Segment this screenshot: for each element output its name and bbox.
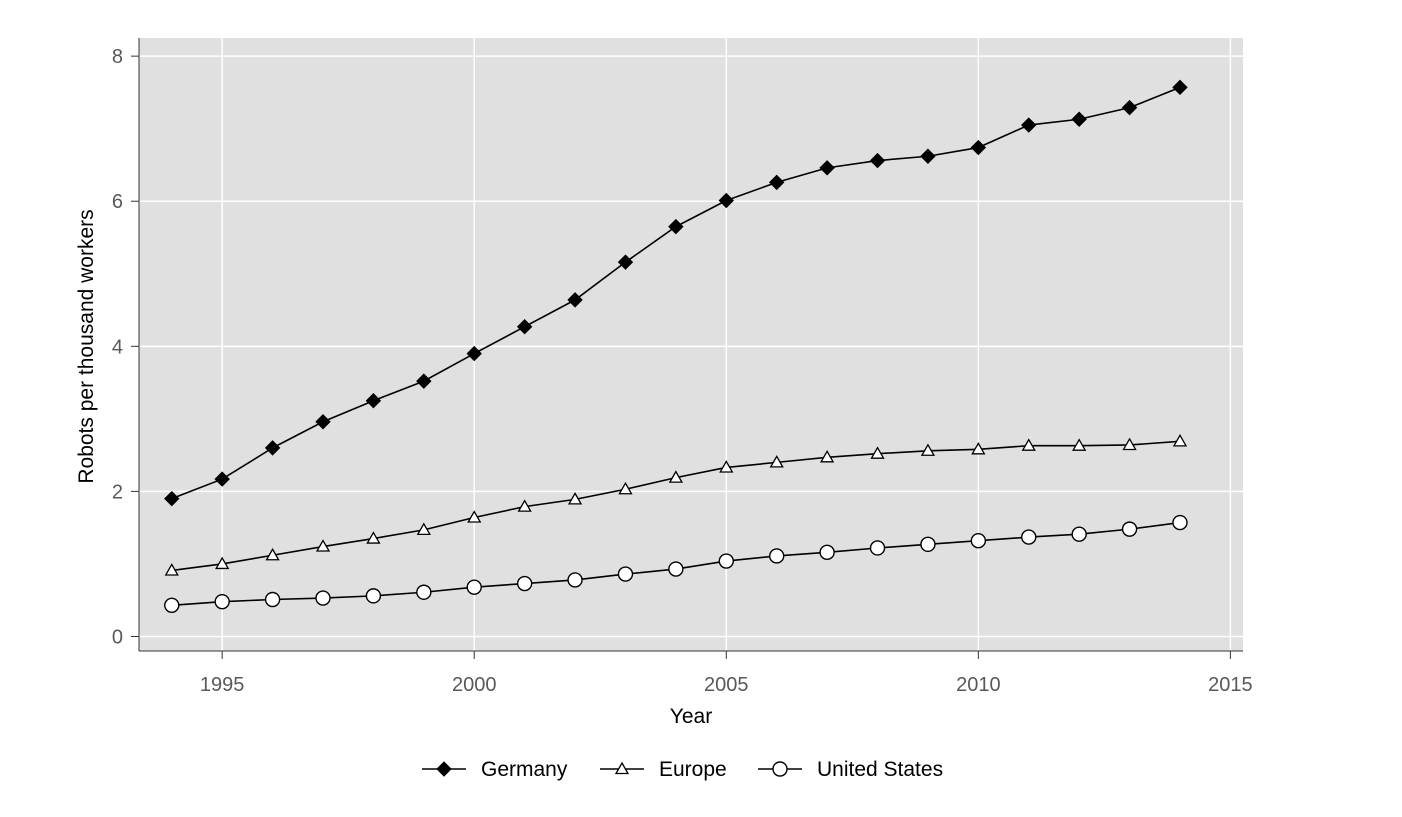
data-point-united-states: [768, 548, 785, 564]
data-point-united-states: [1172, 514, 1188, 531]
series-germany: [164, 79, 1188, 507]
data-point-germany: [567, 292, 583, 308]
data-point-united-states: [416, 584, 432, 600]
data-point-germany: [164, 490, 180, 507]
legend-marker-circle: [772, 761, 788, 777]
data-point-united-states: [819, 544, 835, 561]
data-point-europe: [1172, 434, 1188, 447]
data-point-europe: [467, 510, 482, 523]
data-point-europe: [819, 449, 835, 463]
data-point-europe: [315, 539, 331, 552]
data-point-germany: [668, 218, 684, 235]
data-point-germany: [416, 373, 432, 389]
data-point-united-states: [214, 593, 230, 610]
data-point-germany: [970, 139, 987, 156]
data-point-europe: [920, 443, 936, 456]
data-point-europe: [416, 522, 431, 536]
data-point-united-states: [466, 579, 482, 595]
data-point-united-states: [264, 591, 281, 608]
data-point-germany: [819, 160, 835, 176]
data-point-europe: [265, 547, 280, 561]
data-point-europe: [668, 470, 683, 483]
data-point-europe: [567, 492, 583, 505]
data-point-united-states: [315, 590, 331, 606]
legend-item-europe: Europe: [600, 758, 727, 781]
legend-label: Germany: [481, 758, 568, 781]
data-point-europe: [1122, 437, 1137, 451]
x-tick-label: 1995: [200, 674, 245, 696]
y-tick-label: 2: [112, 481, 123, 503]
legend-marker-triangle: [614, 761, 630, 775]
data-point-united-states: [1021, 529, 1037, 545]
data-point-united-states: [920, 536, 936, 553]
data-point-germany: [768, 174, 785, 191]
data-point-united-states: [1071, 526, 1087, 542]
data-point-united-states: [617, 566, 634, 582]
data-point-united-states: [1121, 521, 1138, 537]
data-point-germany: [718, 192, 734, 209]
y-tick-label: 8: [112, 46, 123, 68]
legend-item-germany: Germany: [422, 758, 568, 781]
data-point-germany: [1021, 117, 1037, 133]
data-point-europe: [1072, 438, 1087, 451]
data-point-germany: [920, 148, 936, 164]
legend-marker-diamond: [436, 761, 452, 777]
data-point-united-states: [567, 572, 583, 588]
legend-item-united-states: United States: [758, 758, 943, 781]
data-point-europe: [215, 556, 230, 570]
data-point-united-states: [365, 588, 382, 604]
data-point-germany: [516, 319, 533, 335]
series-europe: [164, 434, 1188, 576]
y-tick-label: 4: [112, 336, 123, 358]
y-tick-label: 6: [112, 191, 123, 213]
data-point-germany: [1172, 79, 1188, 96]
data-point-united-states: [516, 575, 533, 592]
data-point-germany: [315, 414, 331, 430]
data-point-germany: [214, 471, 230, 487]
data-point-united-states: [164, 597, 180, 613]
data-point-germany: [869, 152, 886, 169]
x-tick-label: 2010: [956, 674, 1001, 696]
data-point-europe: [164, 563, 179, 576]
x-tick-label: 2015: [1208, 674, 1253, 696]
axes: 0 2 4 6 8 1995 2000 2005 2010 2015: [112, 38, 1253, 696]
legend: Germany Europe United States: [422, 758, 943, 781]
series-united-states: [164, 514, 1188, 613]
data-point-germany: [617, 254, 634, 270]
grid-lines: [139, 38, 1243, 651]
x-tick-label: 2005: [704, 674, 749, 696]
data-point-united-states: [970, 533, 987, 549]
data-point-europe: [366, 531, 381, 544]
data-point-europe: [719, 460, 734, 473]
data-point-germany: [365, 393, 382, 409]
plot-background: [139, 38, 1243, 651]
data-point-europe: [769, 455, 784, 468]
x-axis-label: Year: [670, 705, 712, 728]
data-point-europe: [618, 481, 633, 495]
data-point-europe: [517, 499, 532, 512]
data-point-united-states: [869, 540, 886, 556]
data-point-europe: [870, 446, 885, 459]
data-point-europe: [1021, 438, 1036, 451]
data-point-europe: [971, 442, 986, 455]
y-axis-label: Robots per thousand workers: [75, 209, 98, 483]
data-point-germany: [264, 440, 281, 456]
data-point-germany: [1071, 111, 1087, 127]
legend-label: United States: [817, 758, 943, 781]
y-tick-label: 0: [112, 626, 123, 648]
data-point-united-states: [668, 561, 684, 577]
legend-label: Europe: [659, 758, 727, 781]
data-point-germany: [466, 345, 482, 362]
data-point-united-states: [718, 553, 734, 569]
series-layer: [164, 79, 1188, 613]
x-tick-label: 2000: [452, 674, 497, 696]
data-point-germany: [1121, 99, 1138, 116]
